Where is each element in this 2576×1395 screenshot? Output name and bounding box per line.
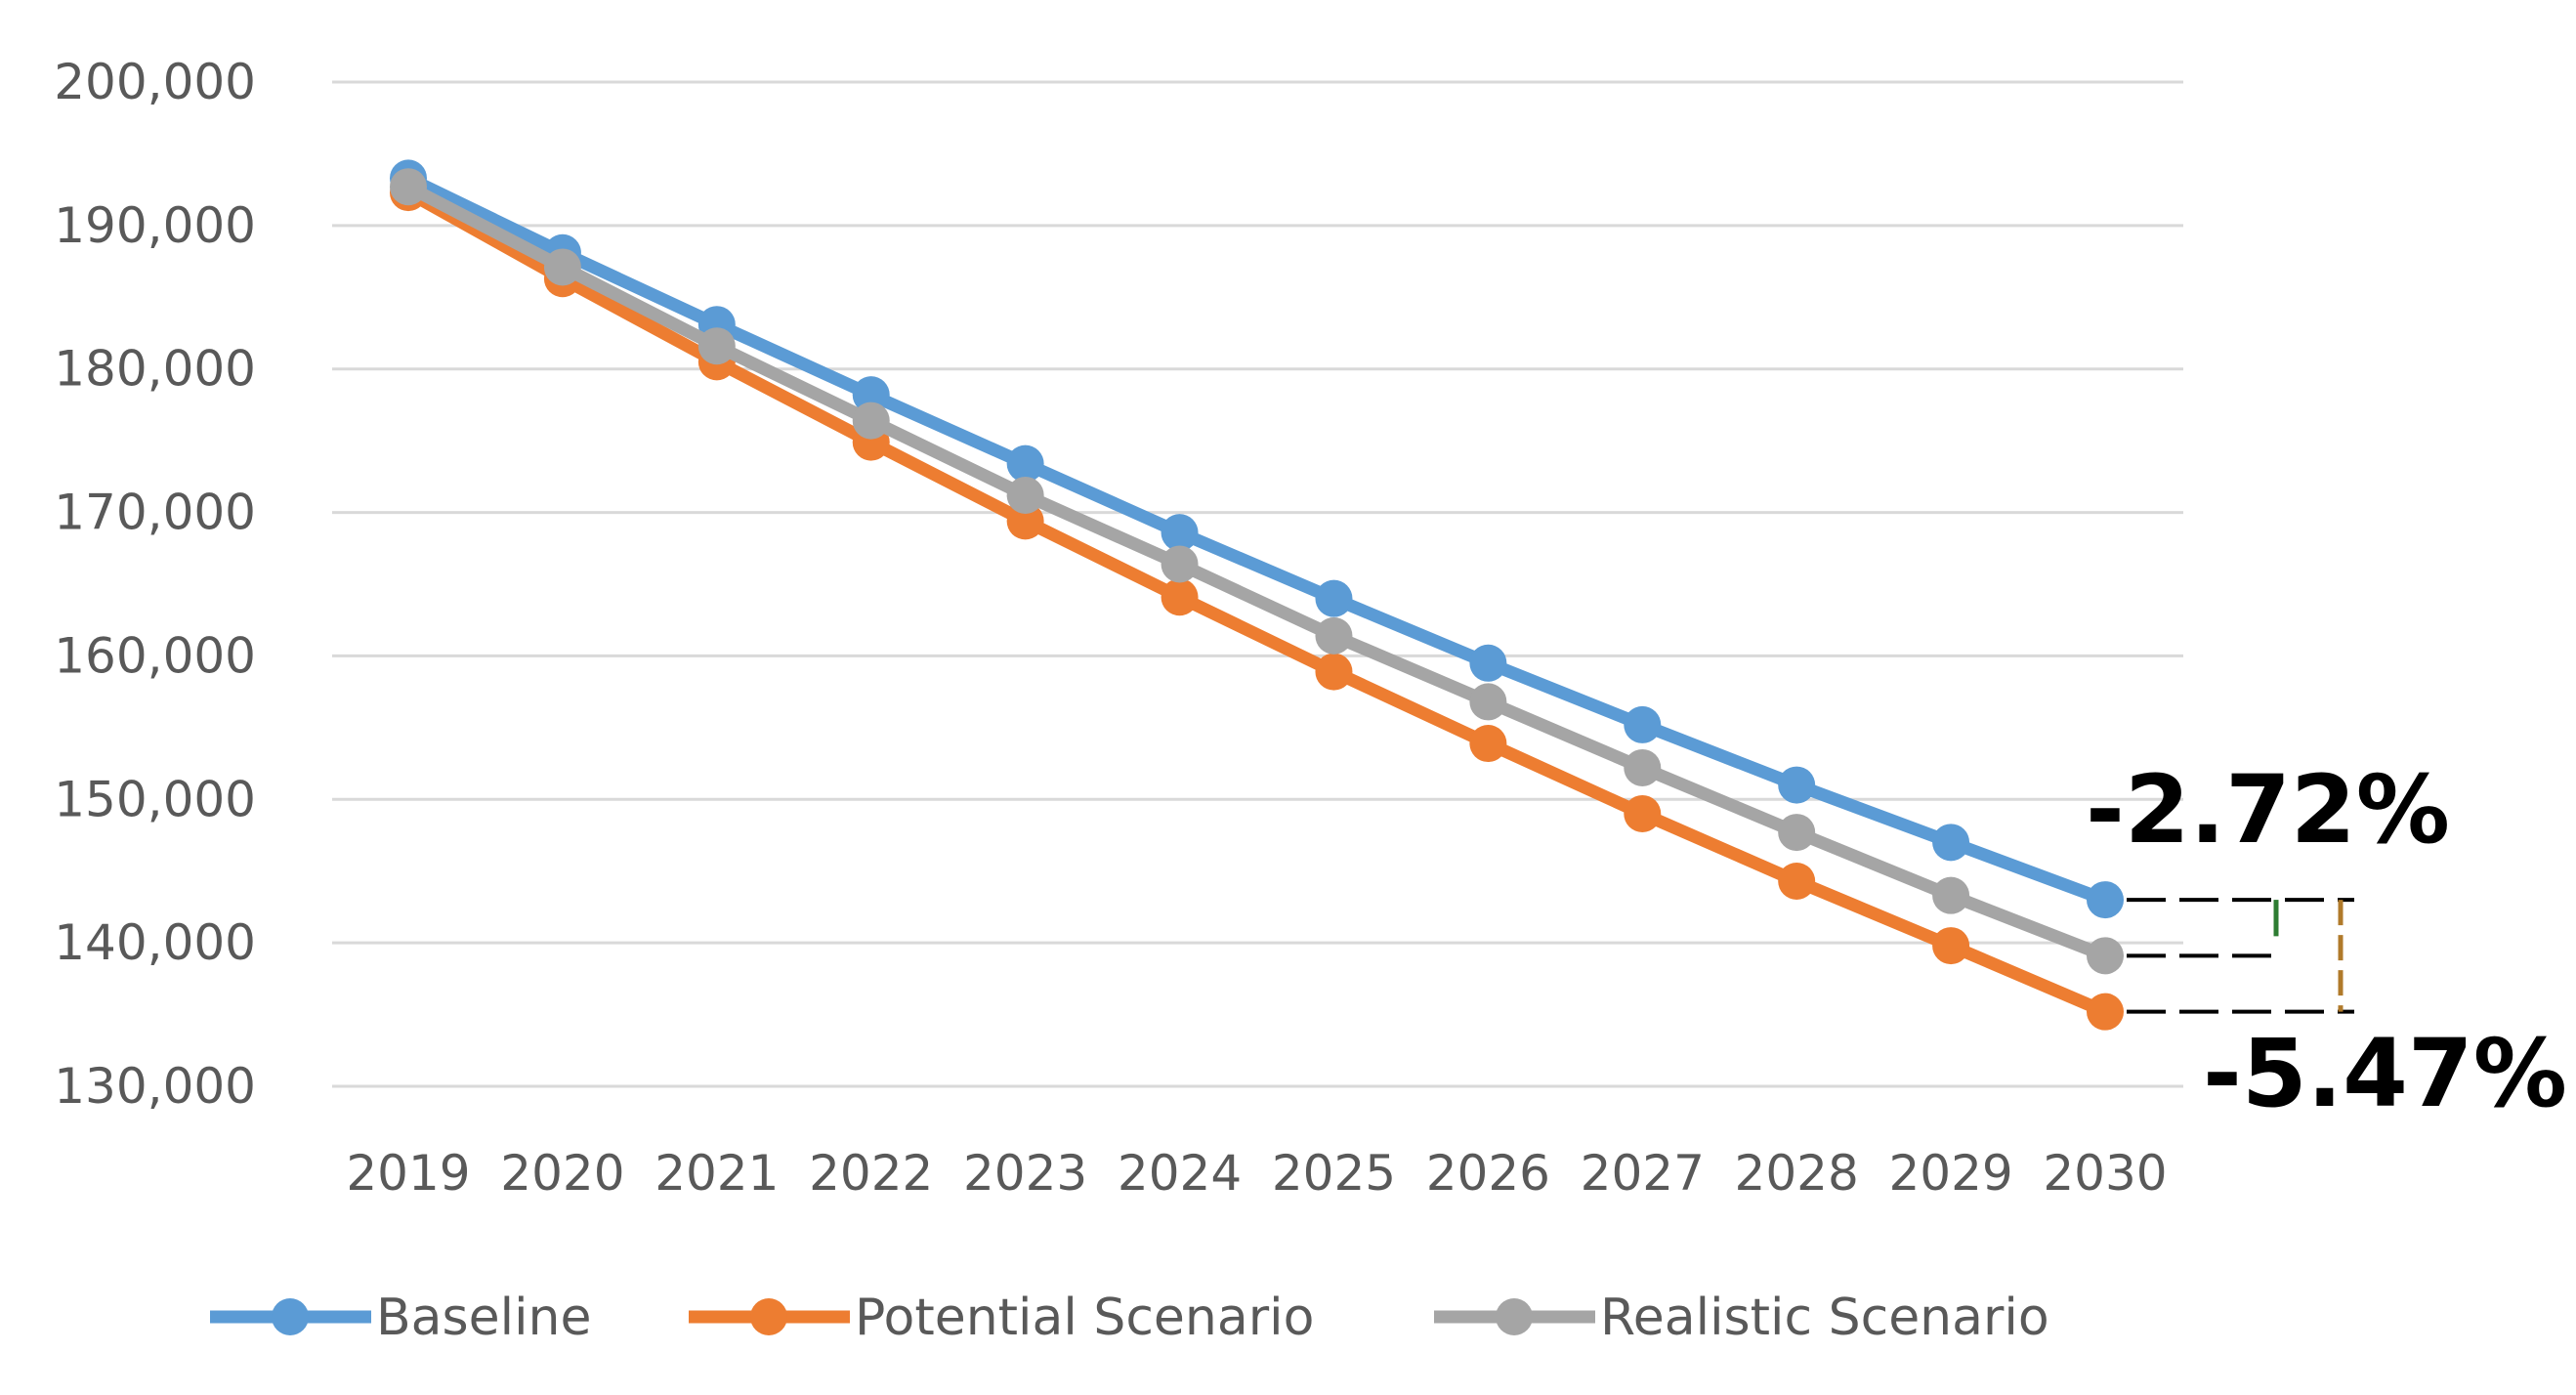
y-tick-label: 130,000	[54, 1058, 256, 1115]
potential-scenario-point	[1006, 502, 1044, 540]
baseline-point	[1778, 766, 1816, 804]
realistic-scenario-point	[1932, 876, 1970, 914]
potential-scenario-legend-label: Potential Scenario	[855, 1289, 1314, 1347]
y-tick-label: 150,000	[54, 771, 256, 827]
potential-scenario-line	[401, 186, 2112, 1019]
x-tick-label: 2019	[346, 1145, 470, 1202]
potential-scenario-point	[1469, 725, 1507, 763]
baseline-point	[1624, 705, 1662, 743]
potential-scenario-legend-marker	[750, 1298, 787, 1335]
x-tick-label: 2020	[500, 1145, 624, 1202]
potential-scenario-point	[1778, 862, 1816, 900]
potential-scenario-point	[1161, 578, 1199, 616]
y-tick-label: 180,000	[54, 341, 256, 398]
y-tick-label: 200,000	[54, 54, 256, 110]
baseline-point	[1469, 644, 1507, 682]
realistic-change-label: -2.72%	[2086, 755, 2450, 865]
realistic-scenario-point	[1624, 748, 1662, 786]
baseline-point	[1932, 824, 1970, 862]
realistic-scenario-point	[390, 168, 427, 206]
realistic-scenario-legend-label: Realistic Scenario	[1600, 1289, 2049, 1347]
baseline-legend-marker	[272, 1298, 309, 1335]
x-tick-label: 2022	[809, 1145, 933, 1202]
potential-scenario-point	[1624, 794, 1662, 832]
potential-scenario-point	[1315, 653, 1353, 691]
potential-scenario-point	[1932, 927, 1970, 965]
x-axis-ticks: 2019 2020 2021 2022 2023 2024 2025 2026 2027 2028…	[346, 1145, 2167, 1202]
gridlines	[332, 80, 2183, 1088]
y-axis-ticks: 130,000 140,000 150,000 160,000 170,000 180,0…	[54, 54, 256, 1115]
potential-scenario-point	[2087, 993, 2124, 1031]
baseline-point	[1161, 514, 1199, 552]
annotations: -2.72% -5.47%	[2086, 755, 2567, 1128]
baseline-point	[1315, 579, 1353, 617]
baseline-point	[2087, 881, 2124, 919]
baseline-point	[1006, 444, 1044, 483]
x-tick-label: 2028	[1735, 1145, 1859, 1202]
realistic-scenario-legend-marker	[1496, 1298, 1533, 1335]
realistic-scenario-point	[2087, 937, 2124, 975]
realistic-scenario-point	[852, 402, 890, 440]
realistic-scenario-point	[697, 327, 736, 365]
realistic-scenario-point	[1469, 683, 1507, 721]
realistic-scenario-point	[1161, 545, 1199, 583]
x-tick-label: 2029	[1888, 1145, 2012, 1202]
realistic-scenario-line	[401, 180, 2112, 962]
x-tick-label: 2023	[963, 1145, 1087, 1202]
potential-change-label: -5.47%	[2203, 1019, 2567, 1128]
realistic-scenario-point	[543, 248, 581, 286]
x-tick-label: 2021	[655, 1145, 779, 1202]
baseline-line	[401, 171, 2112, 907]
y-tick-label: 170,000	[54, 485, 256, 541]
baseline-legend-label: Baseline	[376, 1289, 591, 1347]
series-lines	[390, 159, 2124, 1031]
baseline-point	[852, 376, 890, 414]
legend: Baseline Potential Scenario Realistic Scen…	[210, 1289, 2049, 1347]
x-tick-label: 2026	[1426, 1145, 1550, 1202]
y-tick-label: 140,000	[54, 914, 256, 971]
realistic-scenario-point	[1778, 814, 1816, 852]
x-tick-label: 2024	[1118, 1145, 1242, 1202]
x-tick-label: 2030	[2043, 1145, 2167, 1202]
y-tick-label: 190,000	[54, 197, 256, 254]
x-tick-label: 2025	[1272, 1145, 1396, 1202]
x-tick-label: 2027	[1581, 1145, 1705, 1202]
realistic-scenario-point	[1006, 476, 1044, 514]
y-tick-label: 160,000	[54, 627, 256, 684]
realistic-scenario-point	[1315, 616, 1353, 655]
